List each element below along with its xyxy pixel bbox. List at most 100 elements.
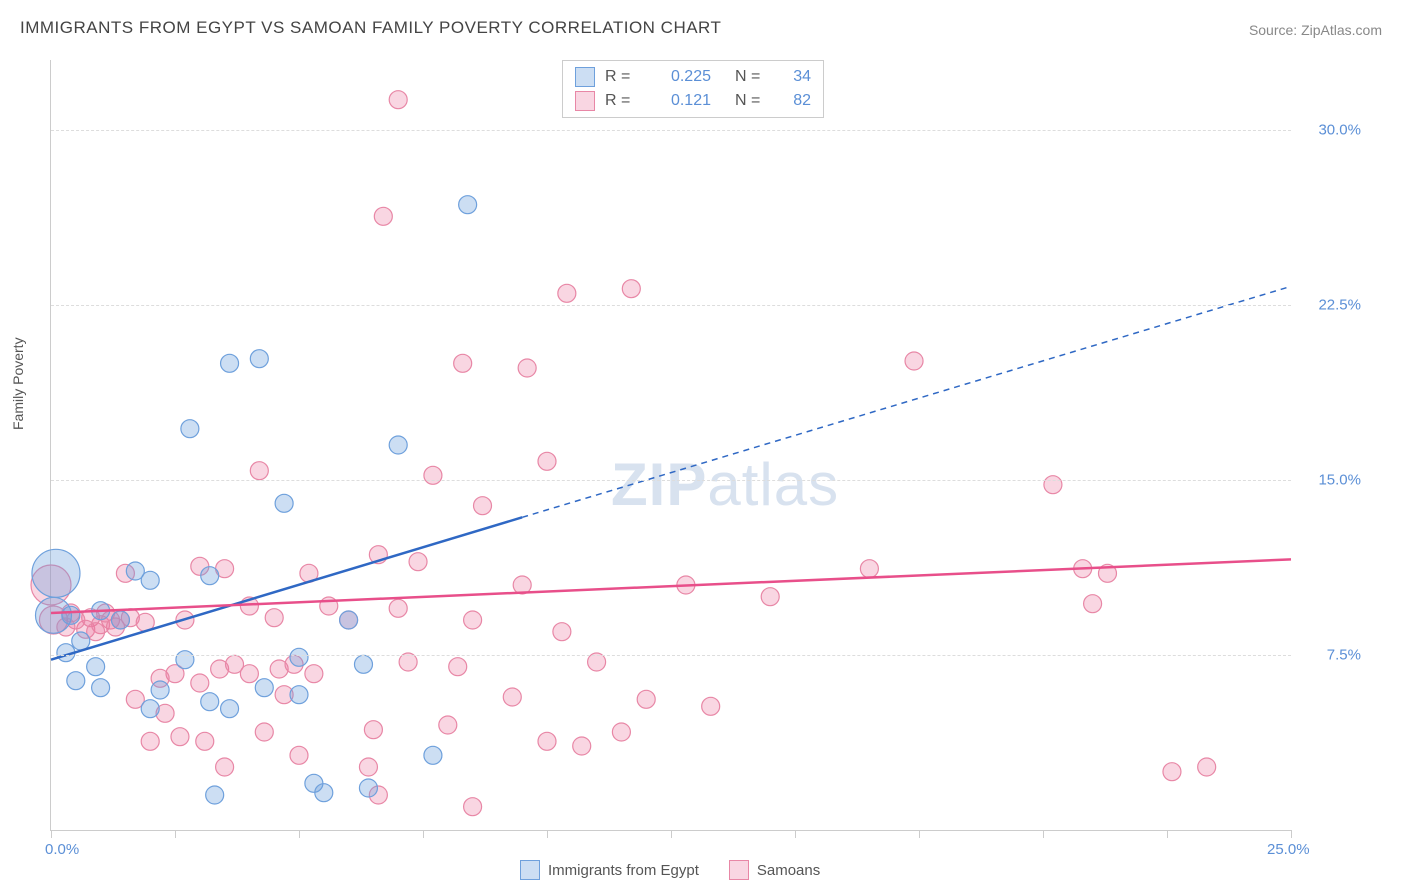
legend-bottom-swatch-0	[520, 860, 540, 880]
trend-line-ext	[522, 286, 1291, 517]
data-point	[761, 588, 779, 606]
legend-item-1: Samoans	[729, 860, 820, 880]
data-point	[612, 723, 630, 741]
data-point	[151, 681, 169, 699]
data-point	[221, 700, 239, 718]
tick-x	[423, 830, 424, 838]
n-value-0: 34	[781, 65, 811, 89]
data-point	[354, 655, 372, 673]
y-tick-label: 30.0%	[1318, 122, 1361, 139]
data-point	[1163, 763, 1181, 781]
data-point	[702, 697, 720, 715]
data-point	[409, 553, 427, 571]
y-tick-label: 15.0%	[1318, 472, 1361, 489]
data-point	[459, 196, 477, 214]
data-point	[111, 611, 129, 629]
data-point	[454, 354, 472, 372]
data-point	[474, 497, 492, 515]
data-point	[141, 732, 159, 750]
data-point	[503, 688, 521, 706]
source-attribution: Source: ZipAtlas.com	[1249, 22, 1382, 38]
y-tick-label: 22.5%	[1318, 297, 1361, 314]
data-point	[464, 798, 482, 816]
tick-x	[51, 830, 52, 838]
data-point	[221, 354, 239, 372]
chart-title: IMMIGRANTS FROM EGYPT VS SAMOAN FAMILY P…	[20, 18, 721, 38]
legend-stats: R = 0.225 N = 34 R = 0.121 N = 82	[562, 60, 824, 118]
data-point	[201, 693, 219, 711]
gridline-h	[51, 305, 1291, 306]
r-value-1: 0.121	[653, 89, 711, 113]
gridline-h	[51, 130, 1291, 131]
legend-stats-row-0: R = 0.225 N = 34	[575, 65, 811, 89]
data-point	[424, 746, 442, 764]
n-value-1: 82	[781, 89, 811, 113]
data-point	[464, 611, 482, 629]
data-point	[518, 359, 536, 377]
data-point	[439, 716, 457, 734]
data-point	[553, 623, 571, 641]
gridline-h	[51, 655, 1291, 656]
tick-x	[299, 830, 300, 838]
data-point	[558, 284, 576, 302]
legend-swatch-0	[575, 67, 595, 87]
data-point	[1044, 476, 1062, 494]
data-point	[1198, 758, 1216, 776]
data-point	[250, 462, 268, 480]
y-tick-label: 7.5%	[1327, 647, 1361, 664]
data-point	[538, 452, 556, 470]
data-point	[1084, 595, 1102, 613]
x-tick-label: 25.0%	[1267, 841, 1310, 858]
tick-x	[175, 830, 176, 838]
data-point	[389, 436, 407, 454]
legend-stats-row-1: R = 0.121 N = 82	[575, 89, 811, 113]
r-label: R =	[605, 65, 643, 89]
data-point	[449, 658, 467, 676]
data-point	[315, 784, 333, 802]
legend-item-0: Immigrants from Egypt	[520, 860, 699, 880]
n-label: N =	[735, 89, 771, 113]
data-point	[201, 567, 219, 585]
data-point	[290, 648, 308, 666]
r-label: R =	[605, 89, 643, 113]
data-point	[290, 746, 308, 764]
y-axis-label: Family Poverty	[10, 337, 26, 430]
data-point	[573, 737, 591, 755]
tick-x	[795, 830, 796, 838]
trend-line	[51, 517, 522, 659]
data-point	[364, 721, 382, 739]
data-point	[340, 611, 358, 629]
plot-area: ZIPatlas 7.5%15.0%22.5%30.0%0.0%25.0%	[50, 60, 1291, 831]
legend-bottom-swatch-1	[729, 860, 749, 880]
data-point	[290, 686, 308, 704]
gridline-h	[51, 480, 1291, 481]
legend-bottom-label-1: Samoans	[757, 862, 820, 879]
r-value-0: 0.225	[653, 65, 711, 89]
tick-x	[547, 830, 548, 838]
data-point	[67, 672, 85, 690]
data-point	[216, 758, 234, 776]
tick-x	[671, 830, 672, 838]
trend-line	[51, 559, 1291, 613]
data-point	[374, 207, 392, 225]
legend-swatch-1	[575, 91, 595, 111]
data-point	[389, 599, 407, 617]
data-point	[905, 352, 923, 370]
data-point	[265, 609, 283, 627]
data-point	[126, 562, 144, 580]
data-point	[62, 606, 80, 624]
data-point	[226, 655, 244, 673]
data-point	[92, 679, 110, 697]
data-point	[255, 723, 273, 741]
data-point	[622, 280, 640, 298]
data-point	[359, 758, 377, 776]
x-tick-label: 0.0%	[45, 841, 79, 858]
legend-bottom-label-0: Immigrants from Egypt	[548, 862, 699, 879]
data-point	[171, 728, 189, 746]
data-point	[637, 690, 655, 708]
data-point	[275, 494, 293, 512]
data-point	[196, 732, 214, 750]
data-point	[206, 786, 224, 804]
data-point	[87, 658, 105, 676]
data-point	[424, 466, 442, 484]
